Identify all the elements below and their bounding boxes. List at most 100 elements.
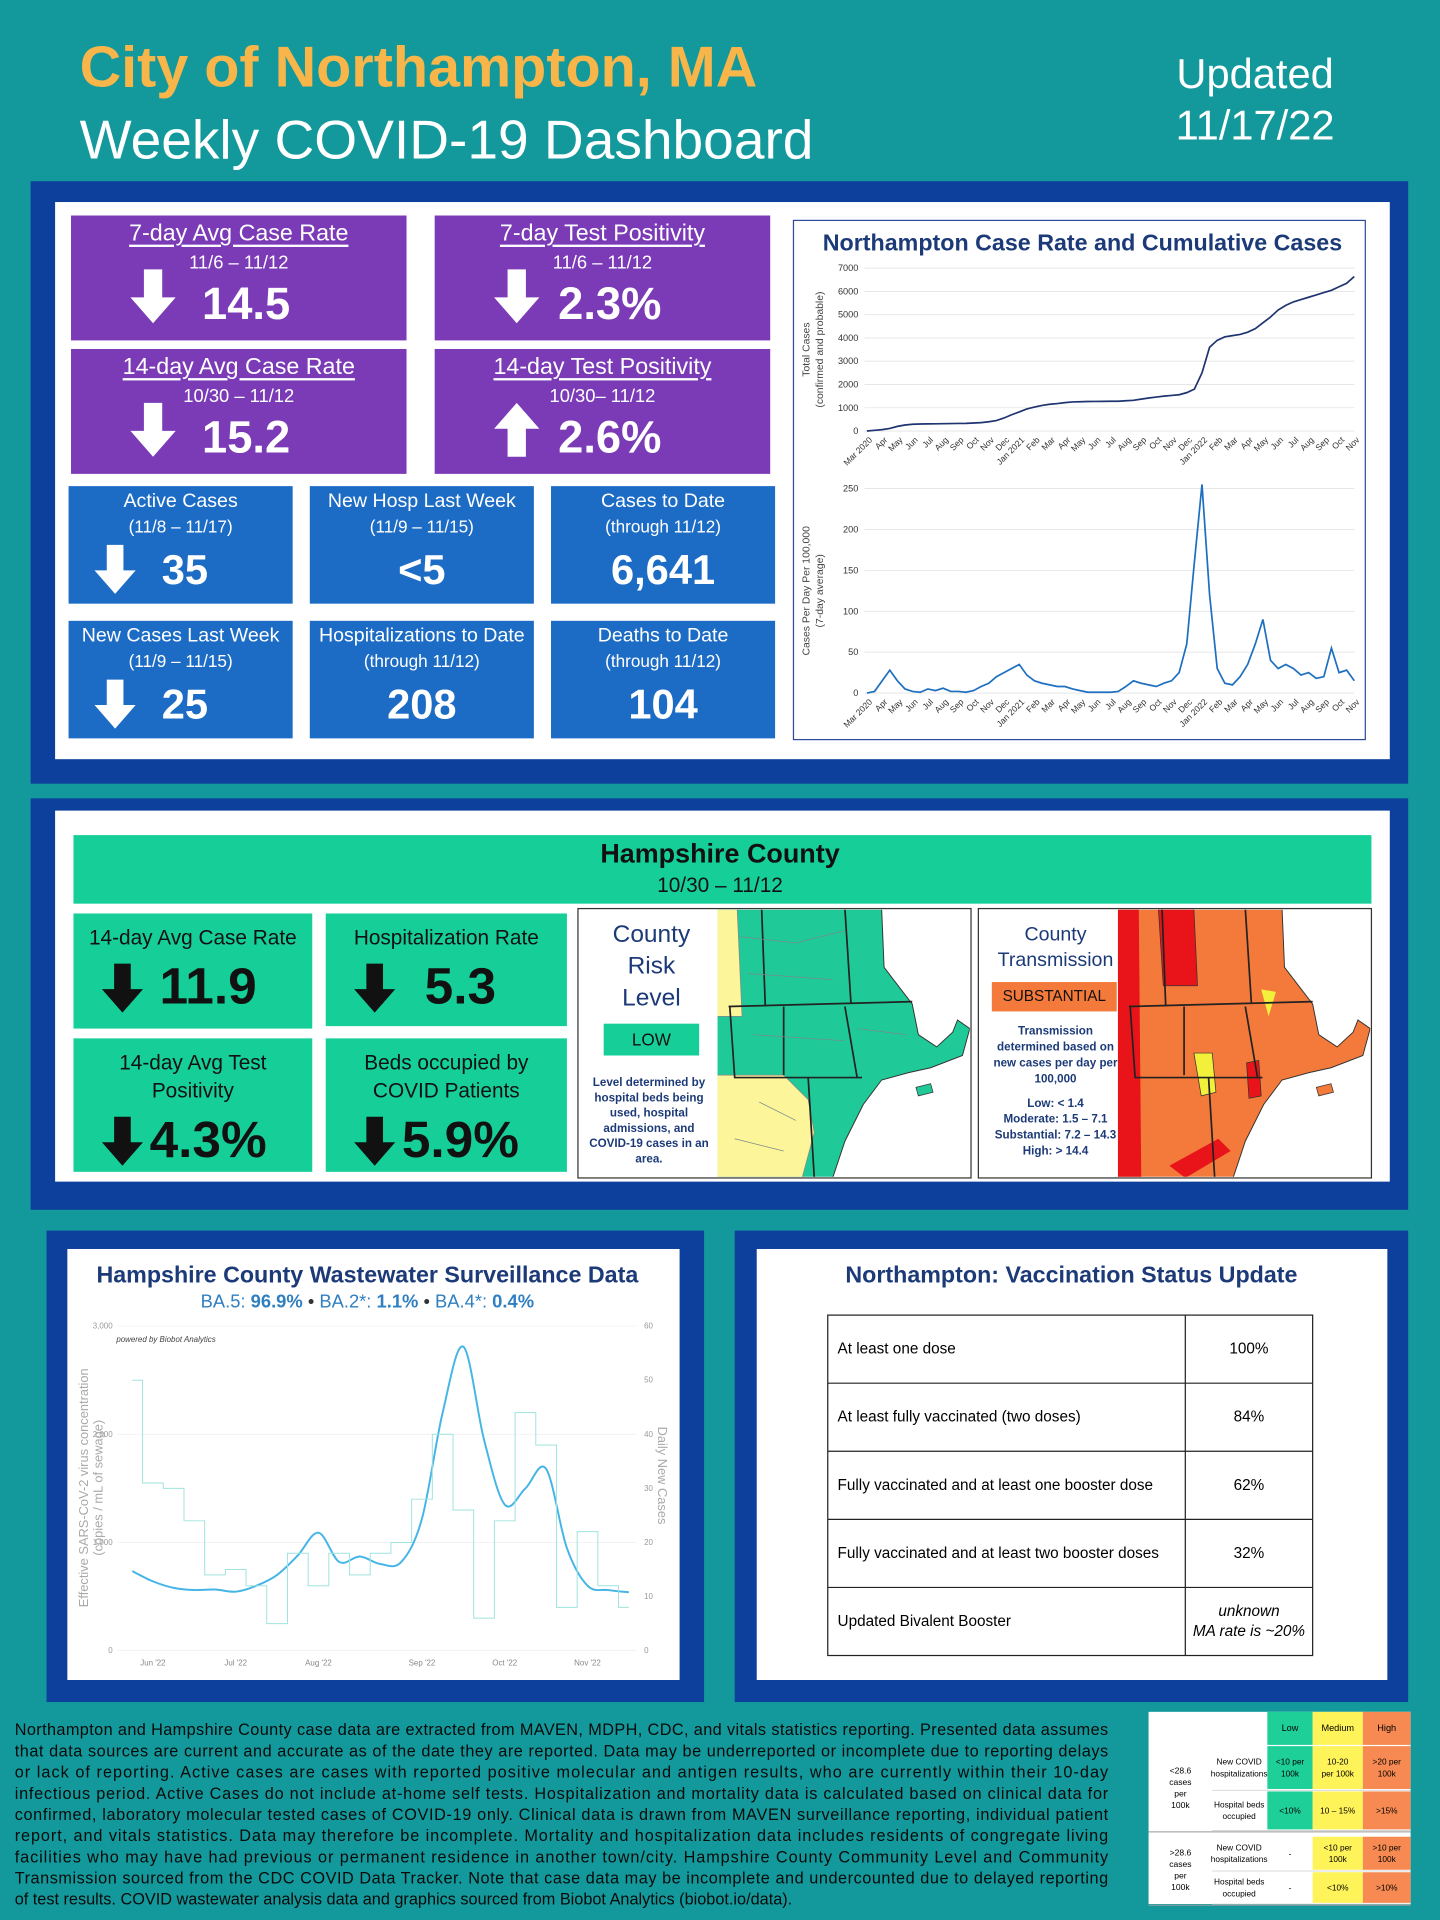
trend-arrow	[494, 269, 540, 324]
x-tick-label: Jul '22	[224, 1658, 247, 1667]
group-label: <28.6	[1170, 1765, 1192, 1775]
tile-title: 7-day Test Positivity	[500, 220, 705, 246]
level-cell	[1312, 1791, 1363, 1830]
y-tick-label: 5000	[838, 310, 858, 320]
trend-arrow	[494, 402, 540, 457]
level-label: SUBSTANTIAL	[1003, 988, 1106, 1005]
section-period: 10/30 – 11/12	[657, 874, 783, 897]
metric-label: New COVID	[1217, 1757, 1262, 1767]
x-tick-label: Sep '22	[409, 1658, 436, 1667]
map-county	[734, 930, 907, 1152]
row-label: Fully vaccinated and at least one booste…	[838, 1477, 1153, 1494]
card-note: determined based on	[997, 1040, 1114, 1053]
scale-entry: Low: < 1.4	[1027, 1097, 1084, 1110]
panel	[756, 1248, 1388, 1680]
y2-axis-label: Daily New Cases	[655, 1427, 670, 1525]
metric-label: hospitalizations	[1211, 1854, 1268, 1864]
level-threshold: <10%	[1279, 1805, 1301, 1815]
level-cell	[1267, 1746, 1313, 1789]
tile-period: 11/6 – 11/12	[553, 252, 652, 273]
stat-tile	[551, 620, 776, 739]
y-tick-label: 200	[843, 524, 858, 534]
group-label: cases	[1169, 1859, 1191, 1869]
level-threshold: 100k	[1281, 1768, 1300, 1778]
scale-entry: Substantial: 7.2 – 14.3	[995, 1129, 1117, 1142]
level-cell	[1362, 1872, 1411, 1903]
y2-tick-label: 0	[644, 1646, 649, 1655]
tile-value: 25	[162, 681, 208, 728]
tile-value: 11.9	[160, 957, 257, 1015]
stat-tile	[434, 348, 771, 474]
updated-date: Updated	[1176, 50, 1333, 97]
tile-period: 10/30– 11/12	[550, 385, 656, 406]
tile-value: 6,641	[611, 546, 715, 593]
y-tick-label: 100	[843, 606, 858, 616]
tile-value: 15.2	[202, 412, 290, 463]
tile-period: (through 11/12)	[605, 517, 721, 537]
y-tick-label: 0	[853, 426, 858, 436]
group-label: 100k	[1171, 1800, 1190, 1810]
stat-tile	[68, 620, 293, 739]
scale-entry: High: > 14.4	[1023, 1145, 1089, 1158]
metric-label: hospitalizations	[1211, 1768, 1268, 1778]
tile-period: (11/9 – 11/15)	[129, 651, 233, 671]
row-label: At least one dose	[838, 1341, 956, 1358]
tile-title: Deaths to Date	[598, 625, 729, 647]
map-border	[1128, 909, 1313, 1177]
trend-arrow	[354, 963, 396, 1013]
separator: •	[418, 1290, 435, 1311]
tile-title: Cases to Date	[601, 490, 725, 512]
y-tick-label: 0	[853, 688, 858, 698]
level-threshold: 100k	[1378, 1768, 1397, 1778]
tile-value: 208	[387, 681, 456, 728]
row-value: 84%	[1234, 1409, 1265, 1426]
level-cell	[1267, 1791, 1313, 1830]
stat-tile	[325, 913, 567, 1027]
tile-period: 10/30 – 11/12	[183, 385, 294, 406]
tile-title: 14-day Test Positivity	[493, 353, 711, 379]
footnote-line: Northampton and Hampshire County case da…	[15, 1721, 1108, 1739]
y-tick-label: 0	[108, 1646, 113, 1655]
stat-tile	[71, 348, 407, 474]
header-cell	[1312, 1711, 1363, 1745]
tile-period: (through 11/12)	[364, 651, 480, 671]
level-threshold: >15%	[1376, 1805, 1398, 1815]
tile-value: 14.5	[202, 278, 290, 329]
metric-label: occupied	[1223, 1888, 1257, 1898]
level-threshold: -	[1289, 1848, 1292, 1858]
tile-value: 2.6%	[558, 412, 661, 463]
row-value: 32%	[1234, 1545, 1265, 1562]
tile-value: 5.9%	[402, 1110, 519, 1168]
tile-title: New Hosp Last Week	[328, 490, 516, 512]
y-tick-label: 2,000	[93, 1430, 113, 1439]
y2-tick-label: 40	[644, 1430, 653, 1439]
tile-period: (through 11/12)	[605, 651, 721, 671]
x-tick-label: Oct '22	[492, 1658, 517, 1667]
scale-entry: Moderate: 1.5 – 7.1	[1003, 1113, 1108, 1126]
map-region	[717, 1074, 815, 1177]
y-axis-label: Cases Per Day Per 100,000	[801, 526, 812, 656]
map-region	[1169, 1138, 1231, 1177]
y-axis-label: (confirmed and probable)	[815, 292, 826, 408]
stat-tile	[73, 913, 313, 1029]
y2-tick-label: 30	[644, 1484, 653, 1493]
cases-line	[132, 1379, 629, 1625]
level-cell	[1362, 1836, 1411, 1870]
trend-arrow	[101, 1116, 144, 1166]
tile-period: (11/9 – 11/15)	[370, 517, 474, 537]
y-tick-label: 4000	[838, 333, 858, 343]
row-value: 62%	[1234, 1477, 1265, 1494]
level-badge	[603, 1023, 700, 1056]
y2-tick-label: 20	[644, 1538, 653, 1547]
tile-title: New Cases Last Week	[82, 625, 280, 647]
level-threshold: 10-20	[1327, 1757, 1349, 1767]
group-label: per	[1174, 1871, 1187, 1881]
header-cell	[1362, 1711, 1411, 1745]
updated-date: 11/17/22	[1176, 101, 1335, 148]
card-title: Level	[622, 984, 681, 1011]
footnote-line: that data sources are current and accura…	[15, 1742, 1108, 1760]
variant-name: BA.4*:	[435, 1290, 492, 1311]
trend-arrow	[94, 679, 136, 729]
card-title: Transmission	[998, 949, 1114, 971]
